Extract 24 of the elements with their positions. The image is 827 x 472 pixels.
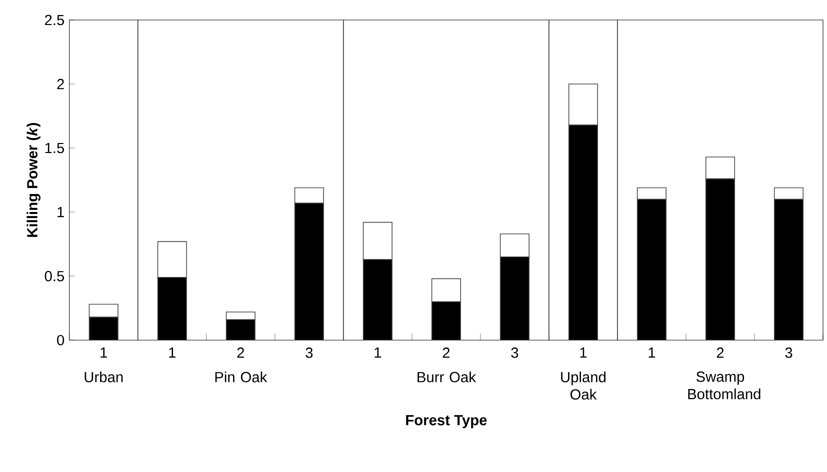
y-tick-label: 0 <box>57 334 64 346</box>
x-tick-label: 1 <box>100 347 107 358</box>
y-tick-label: 2.5 <box>44 14 64 26</box>
y-tick-label: 1.5 <box>45 142 64 154</box>
y-tick-label: 0.5 <box>44 270 64 282</box>
text: Urban <box>84 371 123 382</box>
x-tick-label: 1 <box>374 347 382 358</box>
x-tick-label: 1 <box>648 347 656 358</box>
x-tick-label: 3 <box>511 347 518 358</box>
text: Killing Power (k) <box>26 122 40 237</box>
x-tick-label: 2 <box>716 347 724 358</box>
x-tick-label: 1 <box>169 347 176 358</box>
x-tick-label: 3 <box>785 347 792 358</box>
text: Upland Oak <box>561 371 606 400</box>
text: Burr Oak <box>418 371 476 382</box>
text: Pin Oak <box>215 371 268 382</box>
y-tick-label: 2 <box>57 78 64 90</box>
x-tick-label: 3 <box>306 347 313 358</box>
y-tick-label: 1 <box>58 206 64 218</box>
x-tick-label: 1 <box>580 347 587 358</box>
x-axis-title: Forest Type <box>406 415 487 428</box>
text: Swamp Bottomland <box>688 371 760 400</box>
x-tick-label: 2 <box>442 347 450 358</box>
x-tick-label: 2 <box>237 347 244 358</box>
